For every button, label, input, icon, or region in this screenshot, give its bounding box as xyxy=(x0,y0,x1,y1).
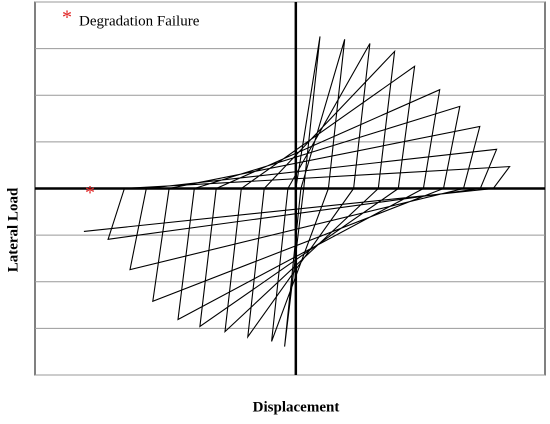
y-axis-label: Lateral Load xyxy=(5,187,21,272)
legend-text: Degradation Failure xyxy=(79,13,200,29)
x-axis-label: Displacement xyxy=(253,399,340,415)
legend-symbol: * xyxy=(62,7,72,29)
failure-marker: * xyxy=(85,182,95,204)
hysteresis-line xyxy=(83,36,511,347)
